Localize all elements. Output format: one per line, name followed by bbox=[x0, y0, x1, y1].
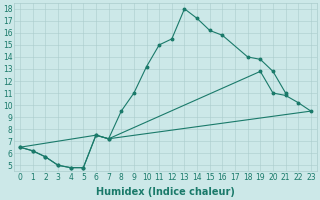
X-axis label: Humidex (Indice chaleur): Humidex (Indice chaleur) bbox=[96, 187, 235, 197]
